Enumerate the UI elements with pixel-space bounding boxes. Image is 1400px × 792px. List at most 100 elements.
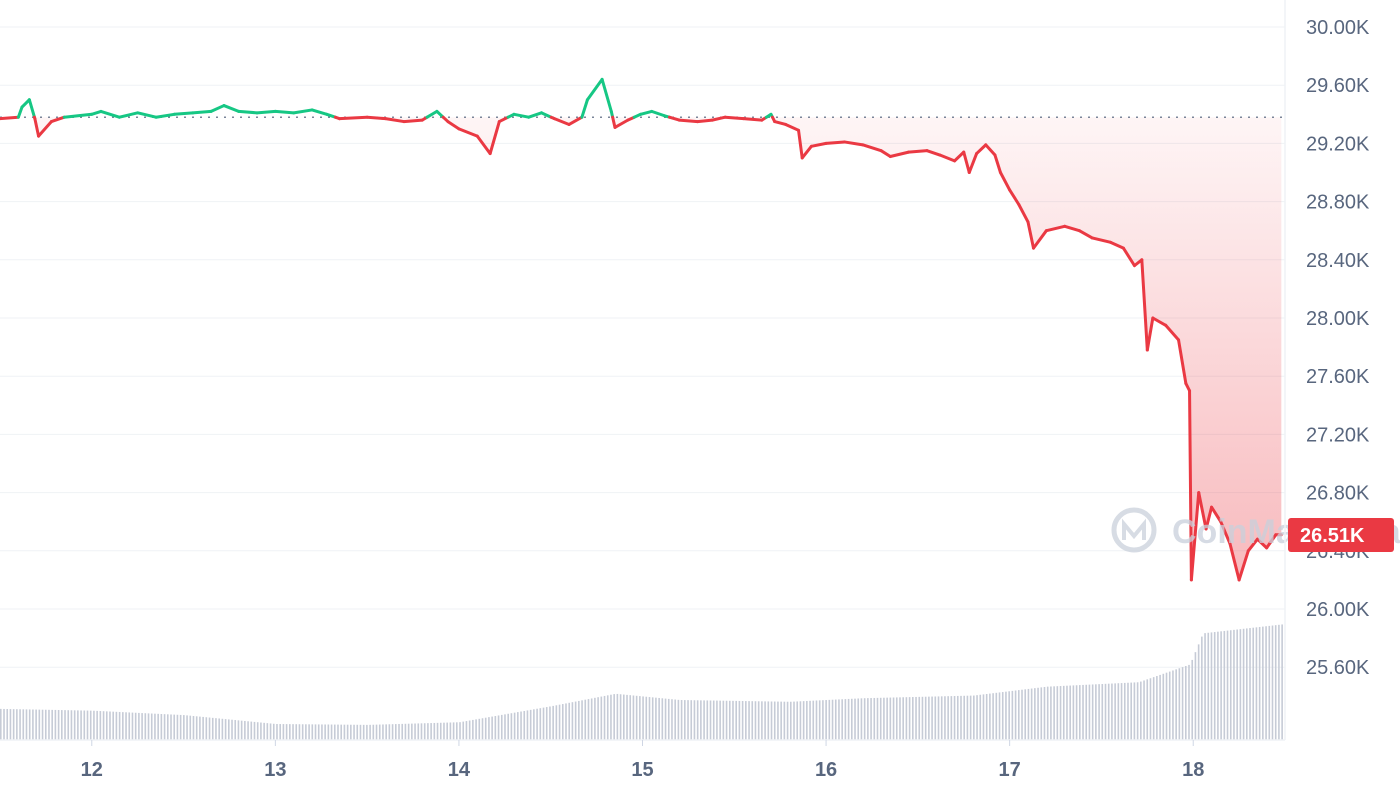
volume-bar — [1050, 686, 1052, 740]
price-line-segment — [33, 117, 41, 138]
volume-bar — [125, 712, 127, 740]
price-line-segment — [325, 112, 337, 119]
price-line-segment — [37, 120, 53, 138]
volume-bar — [1236, 629, 1238, 740]
volume-bar — [684, 700, 686, 740]
volume-bar — [134, 712, 137, 740]
volume-bar — [73, 710, 76, 740]
volume-bar — [173, 714, 176, 740]
volume-bar — [250, 721, 253, 740]
volume-bar — [767, 701, 770, 740]
volume-bar — [138, 712, 140, 740]
volume-bar — [311, 724, 314, 740]
price-line-segment — [1145, 316, 1155, 352]
volume-bar — [391, 724, 394, 740]
volume-bar — [372, 724, 375, 740]
price-line-segment — [117, 111, 140, 119]
volume-bar — [883, 697, 885, 740]
volume-bar — [1021, 689, 1023, 740]
volume-bar — [218, 718, 220, 740]
volume-bar — [571, 702, 574, 740]
price-line-segment — [497, 115, 510, 124]
volume-bar — [507, 713, 509, 740]
volume-bar — [1149, 678, 1152, 740]
volume-bar — [57, 710, 60, 740]
volume-bar — [1274, 625, 1277, 740]
volume-bar — [940, 696, 943, 740]
price-line-segment — [710, 115, 727, 122]
volume-bar — [295, 724, 298, 740]
volume-bar — [147, 713, 150, 740]
volume-bar — [12, 709, 15, 740]
volume-bar — [982, 694, 985, 740]
volume-bar — [1030, 688, 1033, 740]
y-tick-label: 28.40K — [1306, 250, 1370, 272]
price-line-segment — [255, 109, 277, 115]
volume-bar — [587, 699, 590, 740]
volume-bar — [825, 700, 827, 740]
price-line-segment — [1032, 229, 1048, 250]
price-line-segment — [998, 171, 1012, 192]
price-line-segment — [962, 150, 971, 174]
volume-bar — [1091, 684, 1094, 740]
volume-bar — [632, 695, 635, 740]
volume-bar — [481, 718, 484, 740]
volume-bar — [578, 700, 580, 740]
volume-bar — [789, 701, 792, 740]
volume-bar — [61, 710, 63, 740]
volume-bar — [764, 701, 766, 740]
volume-bar — [1085, 684, 1088, 740]
volume-bar — [944, 696, 946, 740]
volume-bar — [777, 701, 779, 740]
volume-bar — [523, 710, 526, 740]
price-line-segment — [741, 117, 764, 122]
price-line-segment — [310, 108, 329, 116]
price-line-segment — [580, 98, 589, 119]
volume-bar — [118, 711, 121, 740]
volume-bar — [292, 724, 294, 740]
price-line[interactable] — [0, 77, 1285, 582]
volume-bar — [1204, 633, 1206, 740]
volume-bar — [812, 700, 815, 740]
volume-bar — [1005, 691, 1007, 740]
volume-bar — [1056, 686, 1059, 740]
price-line-segment — [696, 118, 714, 124]
volume-bar — [603, 695, 606, 740]
volume-bar — [446, 722, 448, 740]
volume-bar — [314, 724, 317, 740]
volume-bar — [555, 705, 558, 740]
price-line-segment — [650, 109, 667, 118]
volume-bar — [1040, 687, 1043, 740]
volume-bar — [86, 710, 89, 740]
price-line-segment — [1008, 188, 1021, 207]
price-line-segment — [677, 118, 700, 124]
volume-bar — [626, 694, 628, 740]
volume-bar — [1053, 686, 1055, 740]
volume-bar — [195, 716, 198, 740]
volume-bar — [208, 717, 211, 740]
price-line-segment — [800, 144, 813, 160]
volume-bar — [394, 724, 397, 740]
volume-bar — [757, 701, 760, 740]
volume-bar — [545, 707, 548, 740]
volume-bar — [831, 699, 834, 740]
volume-bar — [1059, 686, 1062, 740]
volume-bar — [973, 695, 975, 740]
volume-bar — [921, 696, 924, 740]
price-line-segment — [611, 115, 617, 129]
volume-bar — [998, 692, 1001, 740]
volume-bar — [468, 720, 471, 740]
volume-bar — [703, 700, 705, 740]
volume-bar — [350, 724, 352, 740]
volume-bar — [606, 695, 609, 740]
volume-bar — [385, 724, 387, 740]
volume-bar — [915, 696, 917, 740]
volume-bar — [1207, 632, 1210, 740]
volume-bar — [1062, 685, 1065, 740]
volume-bar — [773, 701, 776, 740]
price-line-segment — [365, 115, 387, 121]
volume-bar — [215, 718, 217, 740]
volume-bar — [667, 698, 670, 740]
